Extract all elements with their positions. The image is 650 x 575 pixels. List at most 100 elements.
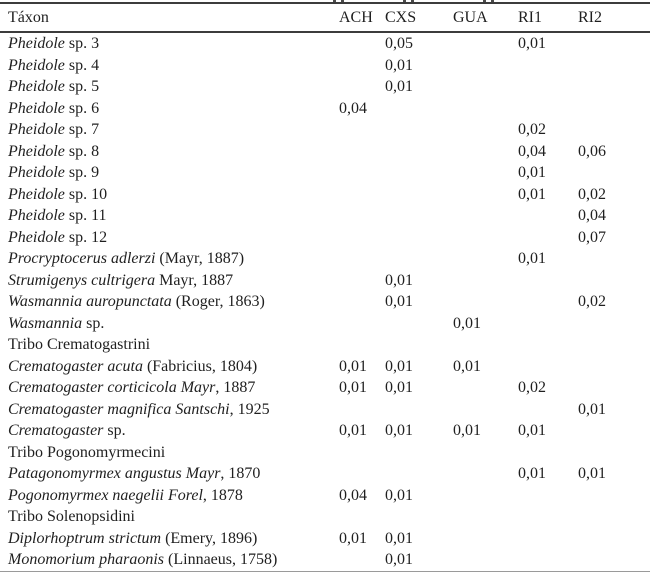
value-cell-ri2 bbox=[577, 162, 650, 184]
value-cell-ri1 bbox=[517, 270, 577, 292]
value-cell-gua: 0,01 bbox=[453, 422, 481, 439]
value-cell-ri1 bbox=[517, 549, 577, 571]
value-cell-ach bbox=[338, 399, 384, 421]
taxon-name-italic: Pheidole bbox=[8, 78, 65, 95]
value-cell-ach bbox=[338, 270, 384, 292]
taxon-cell: Patagonomyrmex angustus Mayr, 1870 bbox=[0, 463, 338, 485]
value-cell-ach: 0,01 bbox=[339, 379, 367, 396]
value-cell-ri1: 0,01 bbox=[518, 35, 546, 52]
value-cell-gua bbox=[452, 227, 517, 249]
value-cell-gua bbox=[452, 291, 517, 313]
table-row: Tribo Crematogastrini bbox=[0, 334, 650, 356]
value-cell-ri1 bbox=[517, 528, 577, 550]
value-cell-ach bbox=[338, 55, 384, 77]
value-cell-cxs: 0,05 bbox=[385, 35, 413, 52]
value-cell-ach: 0,01 bbox=[339, 422, 367, 439]
value-cell-gua bbox=[452, 248, 517, 270]
value-cell-gua bbox=[452, 528, 517, 550]
value-cell-gua bbox=[452, 334, 517, 356]
value-cell-gua bbox=[452, 377, 517, 399]
value-cell-ri1 bbox=[517, 485, 577, 507]
value-cell-gua bbox=[452, 399, 517, 421]
taxon-name-roman: , 1870 bbox=[220, 465, 261, 482]
cropped-text-artifact bbox=[483, 0, 486, 2]
value-cell-ri2 bbox=[577, 377, 650, 399]
value-cell-cxs bbox=[384, 463, 452, 485]
value-cell-cxs bbox=[384, 442, 452, 464]
taxon-name-italic: Pogonomyrmex naegelii Forel bbox=[8, 486, 203, 504]
taxon-cell: Strumigenys cultrigera Mayr, 1887 bbox=[0, 270, 338, 292]
taxon-name-italic: Crematogaster bbox=[8, 422, 104, 439]
taxon-cell: Wasmannia auropunctata (Roger, 1863) bbox=[0, 291, 338, 313]
value-cell-ach: 0,01 bbox=[339, 529, 367, 547]
value-cell-ri2 bbox=[577, 549, 650, 571]
value-cell-ri1 bbox=[517, 98, 577, 120]
value-cell-gua bbox=[452, 506, 517, 528]
value-cell-cxs bbox=[384, 141, 452, 163]
value-cell-ri1: 0,02 bbox=[518, 121, 546, 138]
taxon-cell: Pheidole sp. 8 bbox=[0, 141, 338, 163]
value-cell-ach bbox=[338, 119, 384, 141]
value-cell-gua bbox=[452, 485, 517, 507]
column-header-taxon: Táxon bbox=[0, 3, 338, 33]
value-cell-gua bbox=[452, 442, 517, 464]
value-cell-gua bbox=[452, 205, 517, 227]
table-row: Pheidole sp. 3 0,05 0,01 bbox=[0, 32, 650, 55]
value-cell-ach: 0,01 bbox=[339, 357, 367, 375]
value-cell-ri2 bbox=[577, 442, 650, 464]
taxon-name-roman: sp. 10 bbox=[64, 185, 108, 203]
taxon-cell: Crematogaster corticicola Mayr, 1887 bbox=[0, 377, 338, 399]
taxon-name-roman: Mayr, 1887 bbox=[155, 271, 234, 289]
value-cell-cxs bbox=[384, 313, 452, 335]
taxon-name-roman: , 1925 bbox=[229, 400, 270, 418]
value-cell-ach bbox=[338, 76, 384, 98]
table-row: Pheidole sp. 9 0,01 bbox=[0, 162, 650, 184]
value-cell-ri1: 0,01 bbox=[518, 465, 546, 482]
value-cell-gua bbox=[452, 270, 517, 292]
value-cell-ri2 bbox=[577, 76, 650, 98]
value-cell-cxs bbox=[384, 334, 452, 356]
value-cell-ri1 bbox=[517, 356, 577, 378]
value-cell-ri2 bbox=[577, 313, 650, 335]
taxon-cell: Pogonomyrmex naegelii Forel, 1878 bbox=[0, 485, 338, 507]
value-cell-ri1: 0,01 bbox=[518, 185, 546, 203]
value-cell-gua bbox=[452, 141, 517, 163]
taxon-name-roman: sp. bbox=[103, 422, 126, 439]
table-row: Pogonomyrmex naegelii Forel, 1878 0,04 0… bbox=[0, 485, 650, 507]
taxon-name-italic: Pheidole bbox=[8, 99, 65, 117]
table-row: Strumigenys cultrigera Mayr, 1887 0,01 bbox=[0, 270, 650, 292]
value-cell-ri1: 0,01 bbox=[518, 422, 546, 439]
value-cell-ri2: 0,01 bbox=[578, 400, 606, 418]
value-cell-cxs: 0,01 bbox=[385, 379, 413, 396]
value-cell-ach bbox=[338, 334, 384, 356]
taxon-name-roman: (Linnaeus, 1758) bbox=[164, 551, 278, 568]
taxon-name-roman: Tribo Pogonomyrmecini bbox=[8, 443, 166, 461]
value-cell-ach bbox=[338, 32, 384, 55]
value-cell-ri2 bbox=[577, 506, 650, 528]
taxon-name-roman: , 1878 bbox=[202, 486, 243, 504]
taxon-name-roman: (Mayr, 1887) bbox=[155, 250, 245, 267]
value-cell-ri1 bbox=[517, 313, 577, 335]
table-row: Pheidole sp. 11 0,04 bbox=[0, 205, 650, 227]
value-cell-ri2: 0,07 bbox=[578, 228, 606, 246]
value-cell-ri1 bbox=[517, 442, 577, 464]
value-cell-cxs bbox=[384, 184, 452, 206]
taxon-name-roman: sp. 5 bbox=[64, 78, 100, 95]
taxon-name-italic: Diplorhoptrum strictum bbox=[8, 529, 162, 547]
taxon-name-roman: sp. 4 bbox=[64, 56, 100, 74]
taxon-name-italic: Wasmannia bbox=[8, 314, 83, 332]
value-cell-cxs: 0,01 bbox=[385, 271, 413, 289]
taxon-name-roman: sp. 12 bbox=[64, 228, 108, 246]
taxon-name-italic: Monomorium pharaonis bbox=[8, 551, 165, 568]
header-row: Táxon ACH CXS GUA RI1 RI2 bbox=[0, 3, 650, 33]
taxon-cell: Crematogaster magnifica Santschi, 1925 bbox=[0, 399, 338, 421]
taxon-name-roman: sp. 9 bbox=[64, 164, 100, 181]
value-cell-ri2 bbox=[577, 98, 650, 120]
table-row: Wasmannia sp. 0,01 bbox=[0, 313, 650, 335]
taxon-name-italic: Patagonomyrmex angustus Mayr bbox=[8, 465, 221, 482]
value-cell-cxs bbox=[384, 98, 452, 120]
value-cell-cxs: 0,01 bbox=[385, 293, 413, 310]
cropped-text-artifact bbox=[491, 0, 494, 2]
taxon-cell: Tribo Solenopsidini bbox=[0, 506, 338, 528]
value-cell-ri2 bbox=[577, 270, 650, 292]
